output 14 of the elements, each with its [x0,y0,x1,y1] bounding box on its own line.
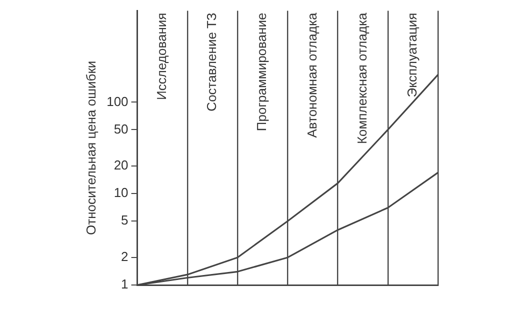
y-tick-label: 1 [121,276,128,292]
y-tick-label: 2 [121,249,128,264]
y-tick-label: 10 [114,185,128,200]
y-tick-label: 50 [114,121,128,136]
annotation: Программирование [254,12,270,132]
annotation: Комплексная отладка [354,12,370,144]
annotation: Автономная отладка [304,12,320,138]
y-tick-label: 100 [106,94,128,109]
annotation: Составление ТЗ [204,12,220,112]
annotation: Исследования [154,12,169,100]
y-axis-title: Относительная цена ошибки [83,60,98,235]
y-tick-label: 5 [121,212,128,228]
y-tick-label: 20 [114,158,128,173]
annotation: Эксплуатация [404,12,420,98]
